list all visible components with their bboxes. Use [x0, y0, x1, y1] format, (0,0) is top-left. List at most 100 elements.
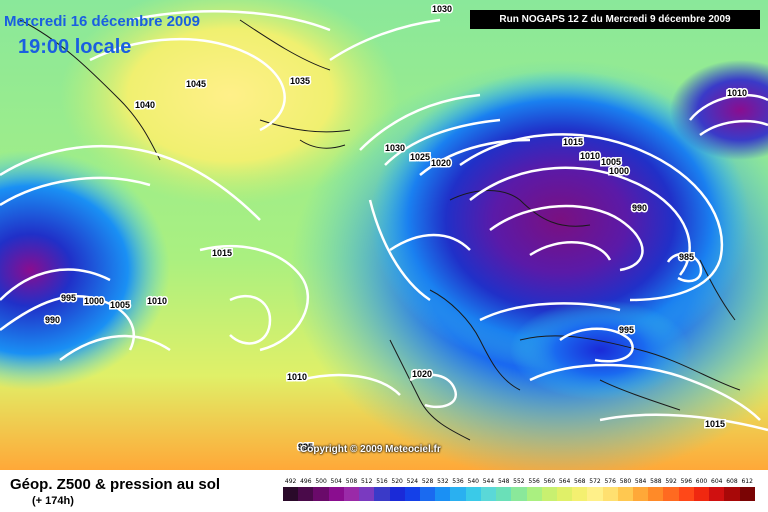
isobar-label: 995	[61, 293, 76, 303]
isobar-label: 1010	[147, 296, 167, 306]
isobar-label: 1015	[563, 137, 583, 147]
isobar-label: 1020	[412, 369, 432, 379]
scale-tick-label: 508	[345, 478, 358, 485]
scale-swatch	[511, 487, 527, 501]
isobar-label: 985	[679, 252, 694, 262]
scale-swatch	[404, 487, 420, 501]
isobar-label: 1015	[705, 419, 725, 429]
scale-tick-label: 492	[284, 478, 297, 485]
scale-swatch	[298, 487, 314, 501]
scale-swatch	[374, 487, 390, 501]
scale-swatch	[450, 487, 466, 501]
scale-tick-label: 528	[421, 478, 434, 485]
scale-tick-label: 536	[452, 478, 464, 485]
north-east-low-field	[670, 60, 768, 160]
scale-tick-label: 548	[497, 478, 510, 485]
scale-swatch	[496, 487, 512, 501]
scale-swatch	[633, 487, 649, 501]
isobar-label: 1040	[135, 100, 155, 110]
scale-tick-label: 520	[391, 478, 403, 485]
weather-map: 1030 1045 1040 1035 1030 1025 1020 1015 …	[0, 0, 768, 470]
isobar-label: 1000	[609, 166, 629, 176]
scale-swatch	[359, 487, 375, 501]
scale-tick-label: 600	[695, 478, 708, 485]
model-run-label: Run NOGAPS 12 Z du Mercredi 9 décembre 2…	[470, 10, 760, 29]
scale-swatch	[343, 487, 360, 501]
scale-swatch	[724, 487, 740, 501]
scale-tick-label: 540	[467, 478, 479, 485]
forecast-time: 19:00 locale	[18, 36, 132, 58]
scale-tick-label: 608	[726, 478, 738, 485]
color-scale: 492 496 500 504 508 512 516 520 524 528 532 536 540 5…	[283, 478, 755, 508]
isobar-labels: 1030 1045 1040 1035 1030 1025 1020 1015 …	[44, 3, 749, 454]
isobar-label: 990	[632, 203, 647, 213]
scale-tick-label: 500	[315, 478, 327, 485]
scale-tick-label: 544	[482, 478, 495, 485]
scale-tick-label: 516	[376, 478, 388, 485]
scale-swatch	[678, 487, 694, 501]
color-scale-ticks: 492 496 500 504 508 512 516 520 524 528 532 536 540 5…	[283, 478, 755, 485]
scale-tick-label: 504	[330, 478, 342, 485]
scale-tick-label: 532	[437, 478, 449, 485]
legend-title: Géop. Z500 & pression au sol	[10, 476, 221, 493]
scale-swatch	[709, 487, 725, 501]
scale-swatch	[465, 487, 481, 501]
scale-tick-label: 596	[680, 478, 693, 485]
isobar-label: 1025	[410, 152, 430, 162]
scale-swatch	[541, 487, 557, 501]
south-east-low-field	[510, 300, 690, 400]
scale-tick-label: 572	[589, 478, 601, 485]
scale-tick-label: 604	[711, 478, 723, 485]
isobar-label: 1010	[287, 372, 307, 382]
isobar-label: 1005	[110, 300, 130, 310]
isobar-label: 1030	[432, 4, 452, 14]
isobar-label: 1015	[212, 248, 232, 258]
scale-tick-label: 524	[406, 478, 419, 485]
forecast-date: Mercredi 16 décembre 2009	[4, 13, 200, 30]
scale-swatch	[435, 487, 451, 501]
scale-swatch	[648, 487, 664, 501]
copyright-notice: Copyright © 2009 Meteociel.fr	[300, 444, 441, 455]
scale-swatch	[480, 487, 497, 501]
isobar-label: 995	[298, 442, 313, 452]
forecast-hour: (+ 174h)	[32, 495, 74, 507]
scale-swatch	[693, 487, 710, 501]
scale-swatch	[526, 487, 542, 501]
high-pressure-field	[60, 0, 400, 205]
isobar-label: 1020	[431, 158, 451, 168]
scale-tick-label: 612	[741, 478, 753, 485]
isobar-label: 1010	[727, 88, 747, 98]
scale-tick-label: 552	[513, 478, 525, 485]
scale-tick-label: 588	[650, 478, 662, 485]
scale-swatch	[328, 487, 344, 501]
scale-swatch	[617, 487, 634, 501]
scale-tick-label: 584	[634, 478, 647, 485]
scale-tick-label: 560	[543, 478, 556, 485]
coastlines	[19, 19, 741, 441]
scale-swatch	[602, 487, 618, 501]
isobars	[0, 10, 768, 432]
scale-swatch	[663, 487, 679, 501]
isobar-label: 1000	[84, 296, 104, 306]
scale-tick-label: 592	[665, 478, 677, 485]
scale-tick-label: 564	[558, 478, 571, 485]
scale-tick-label: 496	[300, 478, 312, 485]
scale-swatch	[572, 487, 588, 501]
scale-swatch	[556, 487, 573, 501]
isobar-label: 1045	[186, 79, 206, 89]
isobar-label: 995	[619, 325, 634, 335]
scale-swatch	[389, 487, 405, 501]
central-low-field	[370, 70, 750, 370]
scale-swatch	[313, 487, 329, 501]
scale-tick-label: 576	[604, 478, 616, 485]
isobar-label: 1030	[385, 143, 405, 153]
scale-tick-label: 568	[574, 478, 586, 485]
scale-tick-label: 512	[360, 478, 373, 485]
isobar-label: 990	[45, 315, 60, 325]
scale-swatch	[739, 487, 755, 501]
scale-swatch	[419, 487, 436, 501]
color-scale-swatches	[283, 487, 755, 501]
isobar-label: 1035	[290, 76, 310, 86]
scale-swatch	[283, 487, 299, 501]
scale-swatch	[587, 487, 603, 501]
